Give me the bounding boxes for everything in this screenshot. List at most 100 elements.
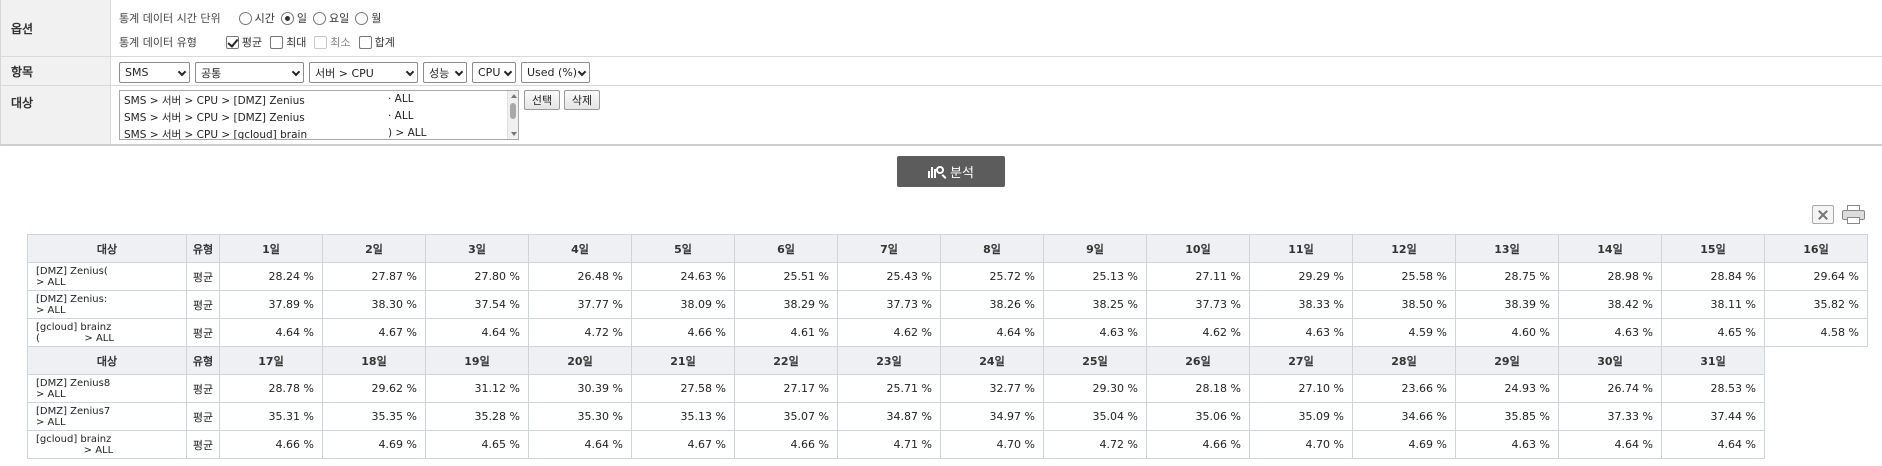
header-day: 6일 — [734, 234, 838, 263]
select-metric-group[interactable]: CPU — [472, 62, 516, 83]
checkbox-min: 최소 — [314, 34, 351, 50]
value-cell: 35.06 % — [1146, 402, 1250, 431]
value-cell: 26.74 % — [1558, 374, 1662, 403]
chevron-down-icon — [454, 67, 464, 77]
value-cell: 4.64 % — [940, 318, 1044, 347]
chevron-down-icon — [291, 67, 301, 77]
excel-icon[interactable] — [1812, 205, 1834, 224]
select-system[interactable]: SMS — [119, 62, 190, 83]
target-path: > ALL — [36, 444, 114, 456]
value-cell: 27.80 % — [425, 262, 529, 291]
header-day: 12일 — [1352, 234, 1456, 263]
value-cell: 37.73 % — [837, 290, 941, 319]
header-day: 11일 — [1249, 234, 1353, 263]
option-row-label: 옵션 — [1, 0, 111, 56]
select-metric[interactable]: Used (%) — [521, 62, 590, 83]
value-cell: 4.71 % — [837, 430, 941, 459]
target-cell: [DMZ] Zenius(> ALL — [27, 262, 187, 291]
scroll-thumb[interactable] — [510, 103, 516, 119]
select-group[interactable]: 공통 — [195, 62, 304, 83]
value-cell: 38.50 % — [1352, 290, 1456, 319]
value-cell: 29.64 % — [1764, 262, 1868, 291]
header-day: 24일 — [940, 346, 1044, 375]
value-cell: 29.62 % — [322, 374, 426, 403]
item-row-label: 항목 — [1, 57, 111, 85]
target-cell: [gcloud] brainz( > ALL — [27, 318, 187, 347]
value-cell: 38.33 % — [1249, 290, 1353, 319]
value-cell: 38.09 % — [631, 290, 735, 319]
header-day: 27일 — [1249, 346, 1353, 375]
time-unit-label: 통계 데이터 시간 단위 — [119, 12, 221, 25]
print-icon[interactable] — [1841, 205, 1866, 225]
radio-circle[interactable] — [312, 11, 326, 25]
header-day: 22일 — [734, 346, 838, 375]
radio-circle[interactable] — [238, 11, 252, 25]
target-name: [DMZ] Zenius( — [36, 265, 108, 277]
header-target: 대상 — [27, 346, 187, 375]
header-day: 5일 — [631, 234, 735, 263]
value-cell: 26.48 % — [528, 262, 632, 291]
header-day: 8일 — [940, 234, 1044, 263]
select-resource[interactable]: 서버 > CPU — [309, 62, 418, 83]
target-list-item[interactable]: SMS > 서버 > CPU > [DMZ] Zenius · ALL — [124, 110, 414, 125]
header-day: 25일 — [1043, 346, 1147, 375]
target-path: ( > ALL — [36, 332, 114, 344]
empty-cell — [1764, 430, 1868, 459]
target-list-item[interactable]: SMS > 서버 > CPU > [DMZ] Zenius · ALL — [124, 93, 414, 108]
value-cell: 35.82 % — [1764, 290, 1868, 319]
chevron-down-icon — [503, 67, 513, 77]
value-cell: 35.85 % — [1455, 402, 1559, 431]
checkbox-sum[interactable]: 합계 — [358, 34, 395, 50]
table-header-row: 대상 유형 17일 18일 19일 20일 21일 22일 23일 24일 25일 26일 27일 28일… — [27, 346, 1868, 375]
target-listbox[interactable]: SMS > 서버 > CPU > [DMZ] Zenius · ALL SMS >… — [119, 90, 519, 140]
target-list-item[interactable]: SMS > 서버 > CPU > [gcloud] brain) > ALL — [124, 127, 426, 140]
header-day: 29일 — [1455, 346, 1559, 375]
scroll-up-icon[interactable] — [511, 94, 517, 98]
value-cell: 4.65 % — [1661, 318, 1765, 347]
select-target-button[interactable]: 선택 — [524, 90, 560, 110]
value-cell: 4.63 % — [1043, 318, 1147, 347]
header-day: 10일 — [1146, 234, 1250, 263]
value-cell: 37.44 % — [1661, 402, 1765, 431]
delete-target-button[interactable]: 삭제 — [564, 90, 600, 110]
time-unit-line: 통계 데이터 시간 단위 시간 일 요일 월 — [119, 9, 387, 27]
analyze-button[interactable]: 분석 — [897, 156, 1005, 187]
value-cell: 27.17 % — [734, 374, 838, 403]
chevron-down-icon — [577, 67, 587, 77]
header-day: 28일 — [1352, 346, 1456, 375]
select-metric-group-value: CPU — [478, 66, 501, 79]
target-item-text: SMS > 서버 > CPU > [gcloud] brain — [124, 129, 308, 140]
checkbox-average[interactable]: 평균 — [225, 34, 262, 50]
scroll-down-icon[interactable] — [511, 132, 517, 136]
radio-circle-selected[interactable] — [280, 11, 294, 25]
select-resource-value: 서버 > CPU — [315, 66, 374, 80]
header-day: 30일 — [1558, 346, 1662, 375]
search-options-panel: 옵션 통계 데이터 시간 단위 시간 일 요일 월 통계 데이터 유형 평균 최… — [0, 0, 1882, 146]
target-name: [gcloud] brainz — [36, 433, 112, 445]
header-day: 2일 — [322, 234, 426, 263]
value-cell: 28.98 % — [1558, 262, 1662, 291]
select-group-value: 공통 — [201, 66, 222, 80]
target-cell: [DMZ] Zenius7 > ALL — [27, 402, 187, 431]
radio-weekday[interactable]: 요일 — [312, 10, 349, 26]
checkbox-box[interactable] — [358, 35, 372, 49]
select-metric-value: Used (%) — [527, 66, 578, 79]
checkbox-box[interactable] — [270, 35, 284, 49]
radio-circle[interactable] — [355, 11, 369, 25]
value-cell: 38.30 % — [322, 290, 426, 319]
value-cell: 37.33 % — [1558, 402, 1662, 431]
radio-month[interactable]: 월 — [355, 10, 381, 26]
target-item-text: SMS > 서버 > CPU > [DMZ] Zenius — [124, 112, 305, 124]
target-path: > ALL — [36, 304, 66, 316]
value-cell: 25.13 % — [1043, 262, 1147, 291]
checkbox-max[interactable]: 최대 — [270, 34, 306, 50]
target-list-scrollbar[interactable] — [507, 91, 518, 139]
target-item-text: SMS > 서버 > CPU > [DMZ] Zenius — [124, 95, 305, 107]
select-category[interactable]: 성능 — [423, 62, 467, 83]
checkbox-box-checked[interactable] — [225, 35, 239, 49]
header-day: 31일 — [1661, 346, 1765, 375]
target-path: > ALL — [36, 416, 66, 428]
value-cell: 4.70 % — [940, 430, 1044, 459]
radio-day[interactable]: 일 — [280, 10, 307, 26]
radio-hour[interactable]: 시간 — [238, 10, 275, 26]
